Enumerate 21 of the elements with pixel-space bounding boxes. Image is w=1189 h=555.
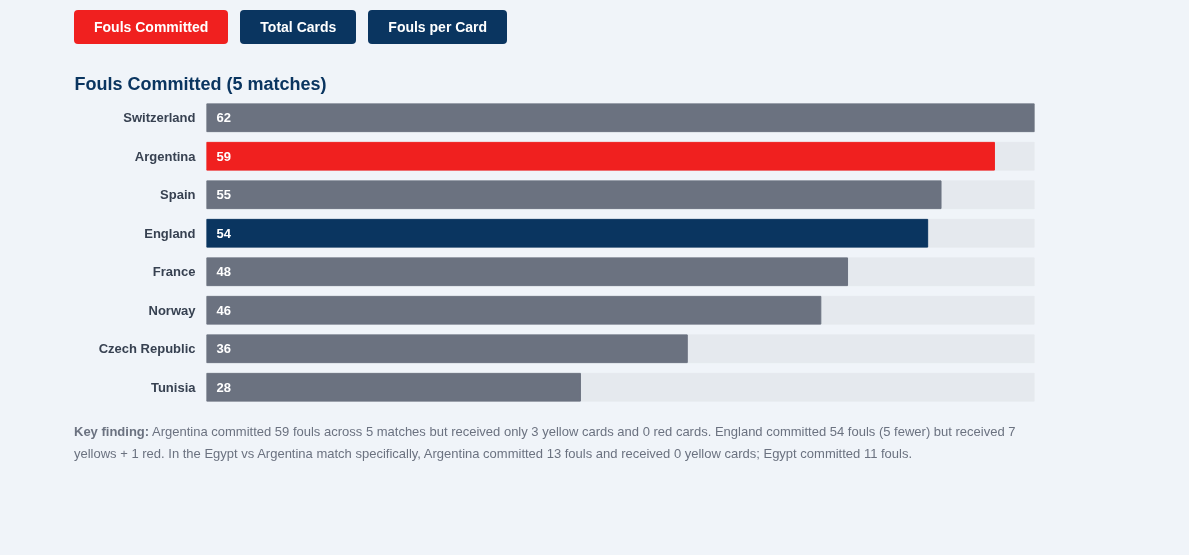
data-label: 48 xyxy=(216,264,231,280)
y-tick-label: Spain xyxy=(160,187,196,203)
data-label: 62 xyxy=(216,110,231,126)
text: Total Cards xyxy=(240,10,357,44)
y-tick-label: England xyxy=(144,225,196,241)
y-tick-label: Norway xyxy=(148,302,197,318)
y-tick-label: Switzerland xyxy=(123,110,196,126)
data-label: 46 xyxy=(216,302,231,318)
data-label: 59 xyxy=(216,148,231,164)
y-tick-label: Czech Republic xyxy=(98,341,196,357)
y-tick-label: France xyxy=(152,264,196,280)
data-label: 54 xyxy=(216,225,232,241)
data-label: 55 xyxy=(216,187,231,203)
y-tick-label: Argentina xyxy=(134,148,197,164)
chart-title: Fouls Committed (5 matches) xyxy=(74,73,327,94)
text: Key finding: Argentina committed 59 fouls across 5 matches but received only 3 yellow cards and 0 red cards. England committed 54 fouls (5 fewer) but received 7 yellows + 1 red. In the Egypt vs Argentina match specifically, Argentina committed 13 fouls and received 0 yellow cards; Egypt committed 11 fouls. xyxy=(74,423,1017,463)
data-label: 36 xyxy=(216,341,231,357)
data-label: 28 xyxy=(216,379,231,395)
y-tick-label: Tunisia xyxy=(150,379,197,395)
text: Fouls per Card xyxy=(368,10,508,44)
text: Fouls Committed xyxy=(74,10,229,44)
